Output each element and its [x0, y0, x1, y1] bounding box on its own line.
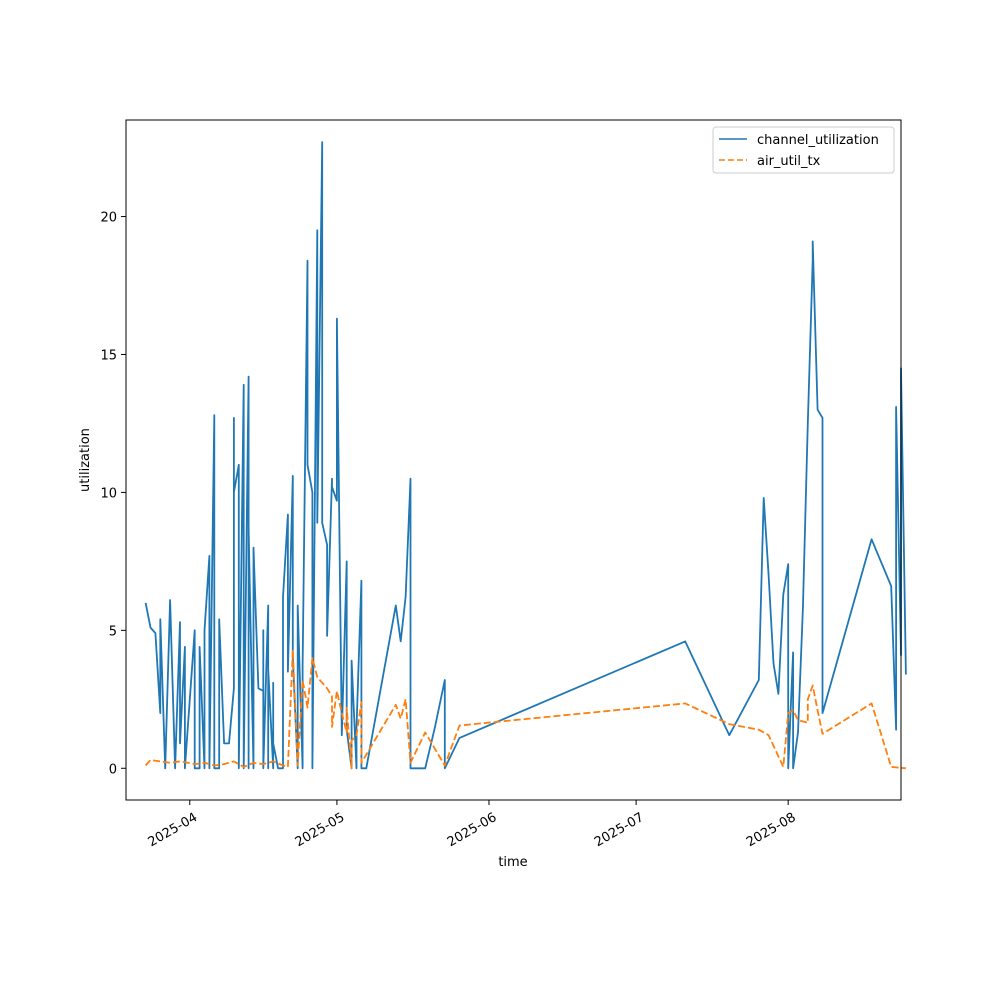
- legend: channel_utilization air_util_tx: [712, 126, 895, 174]
- legend-box: [712, 126, 895, 174]
- plot-lines: [144, 141, 907, 770]
- y-tick-label: 15: [100, 348, 117, 363]
- series-line-air-util-tx: [144, 648, 906, 770]
- x-axis-label: time: [498, 855, 527, 870]
- y-tick-label: 10: [100, 486, 117, 501]
- y-tick-label: 20: [100, 211, 117, 226]
- y-axis-ticks: 0 5 10 15 20: [100, 211, 126, 777]
- series-line-channel-utilization: [144, 141, 907, 770]
- legend-label-channel-utilization: channel_utilization: [757, 133, 879, 148]
- plot-frame: [125, 119, 902, 801]
- y-tick-label: 5: [109, 624, 117, 639]
- y-axis-label: utilization: [78, 428, 93, 492]
- legend-label-air-util-tx: air_util_tx: [757, 154, 821, 169]
- y-tick-label: 0: [109, 762, 117, 777]
